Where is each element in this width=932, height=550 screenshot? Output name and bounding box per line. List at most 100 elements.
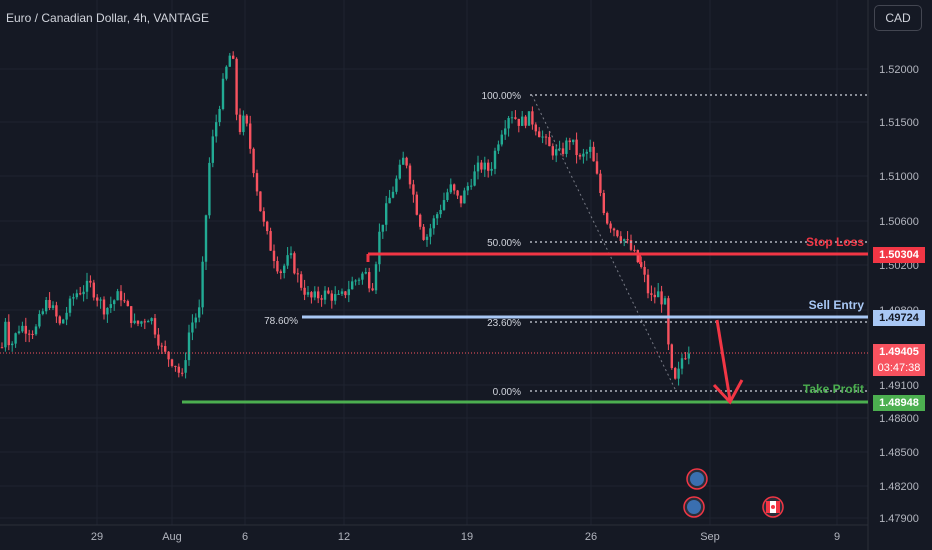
candle-body: [116, 291, 119, 301]
candle-body: [504, 128, 507, 135]
candle-body: [398, 164, 401, 179]
candle-body: [374, 264, 378, 291]
candle-body: [449, 184, 452, 193]
candle-body: [538, 131, 541, 138]
candle-body: [21, 325, 24, 332]
candle-body: [330, 293, 333, 301]
eu-flag-icon-inner: [687, 500, 701, 514]
current-price-label: 1.49405: [873, 344, 925, 360]
candle-body: [259, 191, 262, 212]
fib-label: 0.00%: [493, 387, 521, 398]
candle-body: [517, 118, 520, 126]
candle-body: [157, 334, 160, 346]
candle-body: [164, 346, 167, 352]
candle-body: [548, 137, 551, 147]
countdown-label: 03:47:38: [873, 360, 925, 376]
candle-body: [208, 162, 211, 216]
candle-body: [670, 344, 673, 369]
candle-body: [48, 299, 51, 309]
candle-body: [191, 322, 194, 333]
candle-body: [334, 294, 337, 301]
candle-body: [391, 191, 395, 198]
candle-body: [357, 279, 361, 281]
candle-body: [609, 223, 612, 229]
take-profit-price-label: 1.48948: [873, 395, 925, 411]
candle-body: [633, 249, 636, 251]
candle-body: [432, 218, 435, 229]
candle-body: [446, 192, 449, 201]
candle-body: [677, 368, 680, 379]
candle-body: [38, 314, 41, 327]
candle-body: [245, 115, 248, 124]
candle-body: [561, 148, 565, 154]
candle-body: [340, 291, 344, 294]
fib-label: 50.00%: [487, 238, 521, 249]
candle-body: [337, 293, 340, 295]
candle-body: [252, 148, 255, 174]
candle-body: [225, 66, 228, 79]
candle-body: [198, 307, 201, 318]
candle-body: [650, 293, 653, 295]
fib-label: 100.00%: [482, 91, 522, 102]
candle-body: [306, 292, 310, 295]
candle-body: [79, 293, 82, 295]
candle-body: [483, 162, 486, 170]
candle-body: [463, 190, 466, 204]
candle-body: [395, 178, 398, 192]
candle-body: [653, 294, 656, 298]
time-tick-label: 19: [461, 531, 473, 543]
time-tick-label: Sep: [700, 531, 720, 543]
candle-body: [181, 372, 184, 374]
candle-body: [17, 331, 21, 334]
candle-body: [385, 203, 388, 225]
sell-arrow-shaft: [715, 319, 732, 401]
candle-body: [442, 200, 446, 210]
currency-button[interactable]: CAD: [874, 5, 922, 31]
candle-body: [459, 195, 463, 204]
candle-body: [470, 185, 473, 187]
candle-body: [616, 230, 619, 237]
candle-body: [402, 157, 405, 165]
chart-title: Euro / Canadian Dollar, 4h, VANTAGE: [6, 11, 209, 25]
candle-body: [480, 162, 483, 170]
candle-body: [629, 240, 633, 250]
candle-body: [68, 298, 72, 313]
sell-entry-price-label: 1.49724: [873, 310, 925, 326]
candle-body: [344, 291, 347, 296]
candle-body: [262, 211, 265, 222]
candle-body: [592, 146, 595, 162]
price-tick-label: 1.52000: [879, 64, 919, 76]
candle-body: [24, 325, 27, 334]
candle-body: [232, 55, 235, 59]
candle-body: [218, 108, 221, 123]
price-tick-label: 1.51500: [879, 117, 919, 129]
candle-body: [684, 358, 687, 360]
time-tick-label: 12: [338, 531, 350, 543]
candle-body: [589, 146, 592, 152]
candle-body: [221, 78, 225, 109]
candle-body: [211, 136, 214, 163]
candle-body: [527, 111, 531, 126]
candle-body: [415, 194, 418, 215]
candle-body: [310, 292, 313, 298]
candle-body: [174, 365, 177, 367]
candle-body: [521, 116, 524, 126]
candle-body: [422, 226, 425, 240]
candle-body: [283, 265, 286, 274]
candle-body: [381, 224, 384, 232]
candle-body: [368, 272, 371, 289]
ca-flag-icon-band: [776, 501, 780, 513]
candle-body: [147, 321, 150, 323]
candle-body: [136, 320, 140, 324]
candle-body: [119, 291, 123, 301]
candle-body: [534, 124, 537, 132]
candle-body: [453, 184, 456, 191]
fib-label: 23.60%: [487, 318, 521, 329]
candle-body: [187, 332, 191, 361]
price-tick-label: 1.48800: [879, 413, 919, 425]
candle-body: [405, 157, 408, 166]
candle-body: [425, 236, 429, 240]
candle-body: [296, 273, 299, 275]
candle-body: [657, 291, 660, 298]
